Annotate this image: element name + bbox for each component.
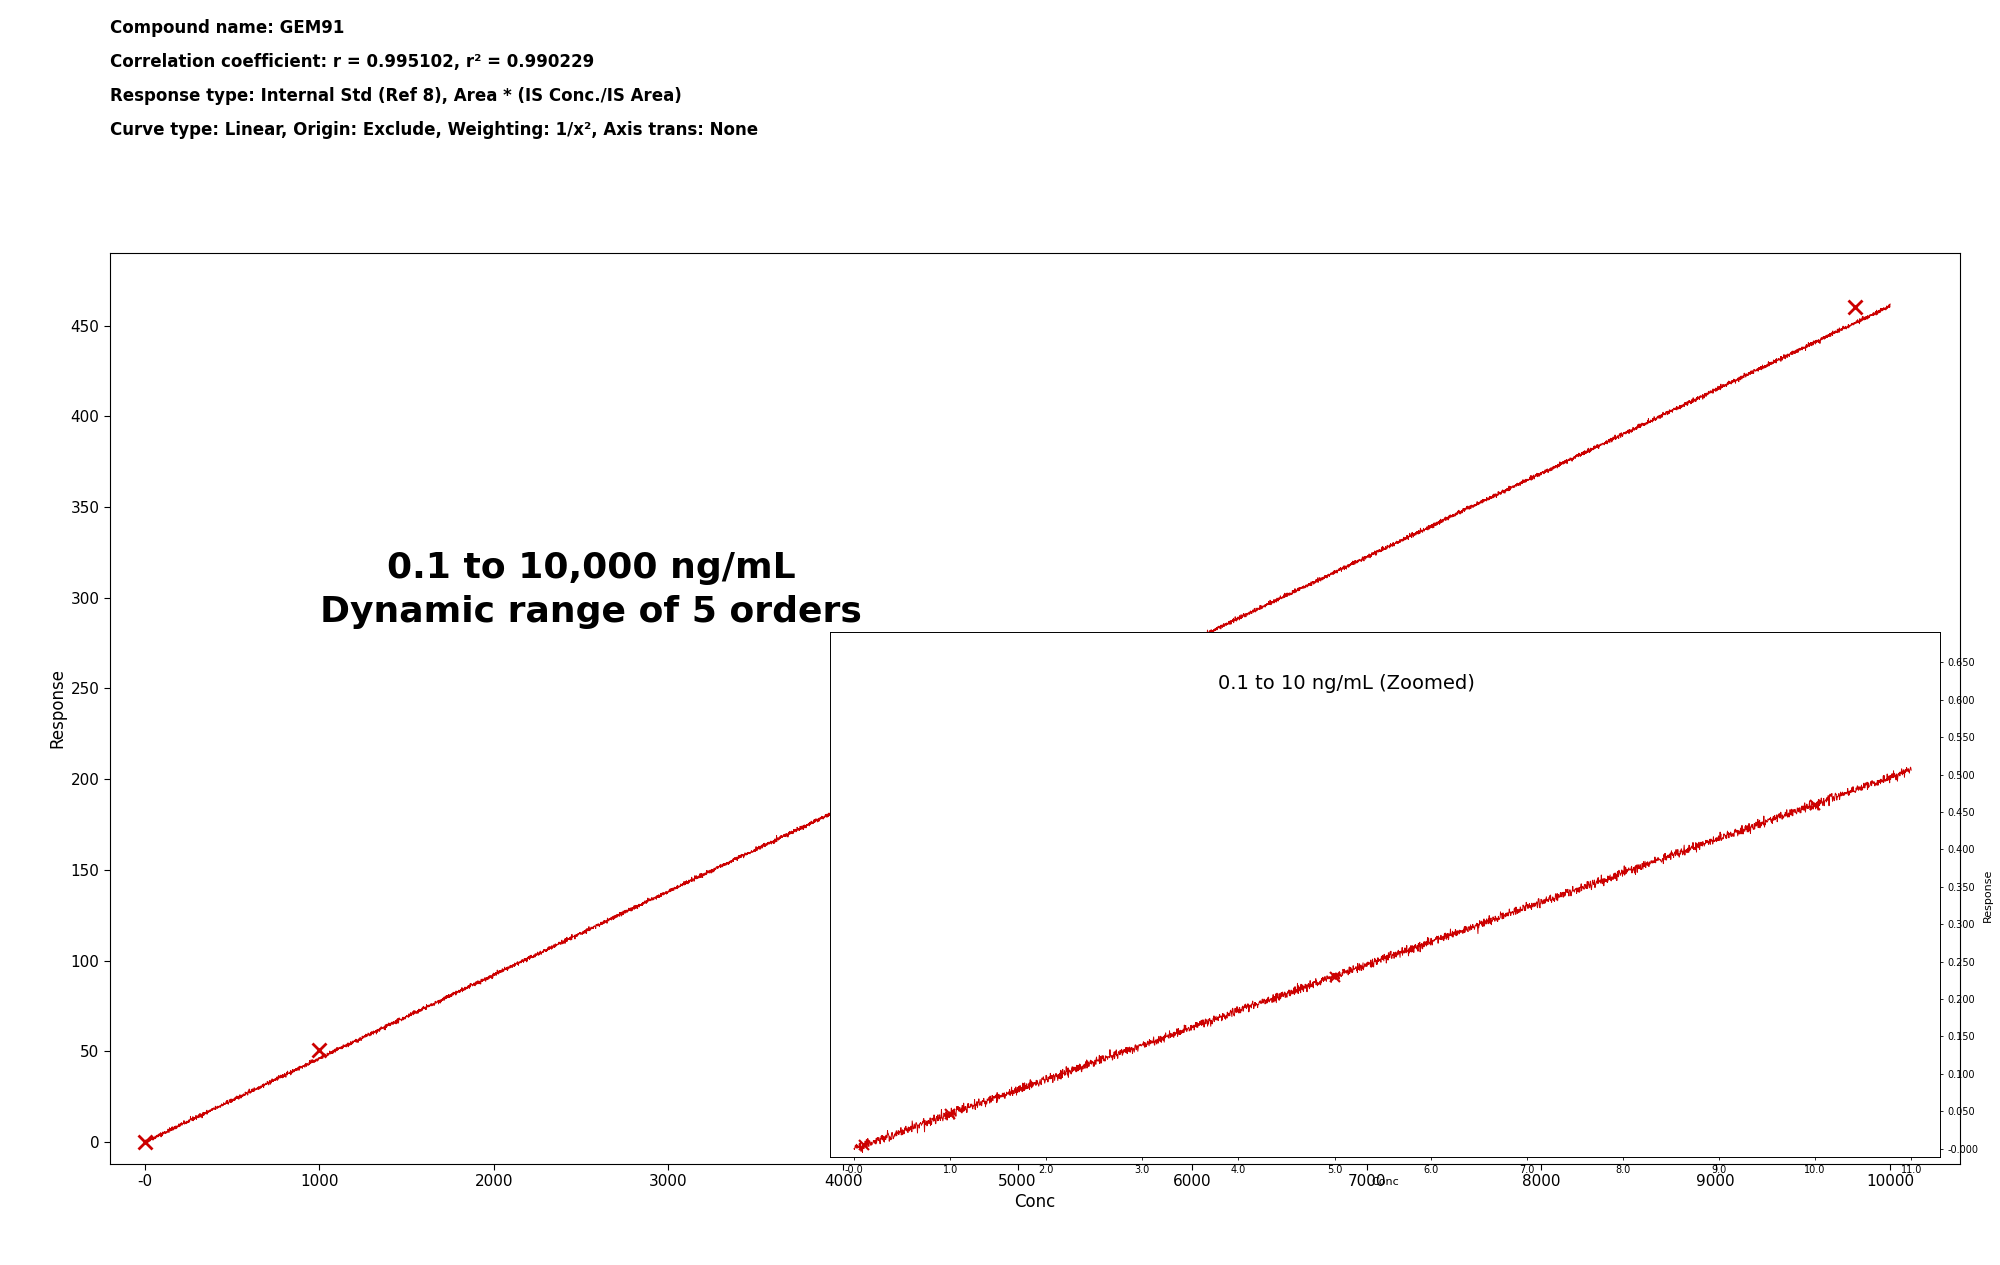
Text: 0.1 to 10 ng/mL (Zoomed): 0.1 to 10 ng/mL (Zoomed) [1218, 674, 1476, 693]
Text: Compound name: GEM91: Compound name: GEM91 [110, 19, 344, 37]
Text: Correlation coefficient: r = 0.995102, r² = 0.990229: Correlation coefficient: r = 0.995102, r… [110, 53, 594, 71]
X-axis label: Conc: Conc [1014, 1193, 1056, 1212]
Text: Response type: Internal Std (Ref 8), Area * (IS Conc./IS Area): Response type: Internal Std (Ref 8), Are… [110, 87, 682, 105]
Y-axis label: Response: Response [1982, 868, 1992, 922]
X-axis label: Conc: Conc [1372, 1176, 1398, 1187]
Text: Curve type: Linear, Origin: Exclude, Weighting: 1/x², Axis trans: None: Curve type: Linear, Origin: Exclude, Wei… [110, 121, 758, 139]
Text: 0.1 to 10,000 ng/mL
Dynamic range of 5 orders: 0.1 to 10,000 ng/mL Dynamic range of 5 o… [320, 550, 862, 630]
Y-axis label: Response: Response [48, 668, 66, 749]
